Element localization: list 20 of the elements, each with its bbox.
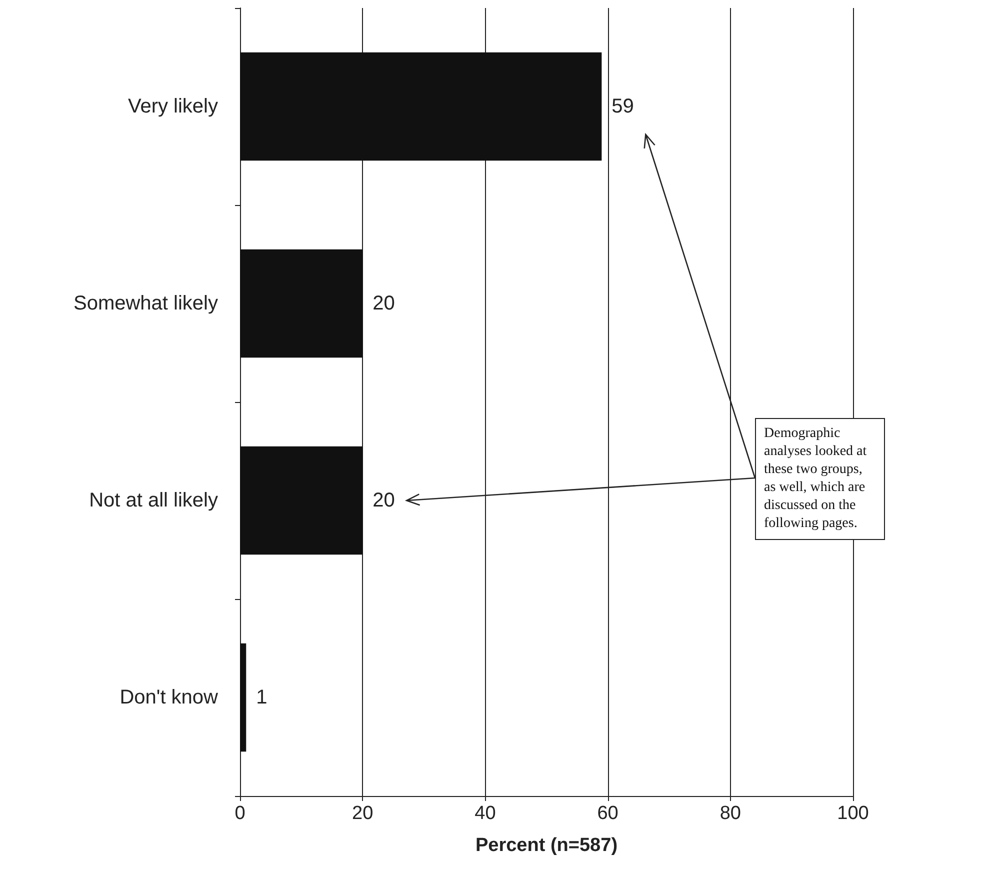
x-axis-title: Percent (n=587) [475, 835, 618, 856]
bar [240, 643, 246, 752]
data-label: 1 [256, 686, 268, 708]
x-tick-label: 0 [234, 803, 246, 824]
x-tick-label: 60 [597, 803, 618, 824]
annotation: Demographic analyses looked at these two groups, as well, which are discussed on the following pages. [755, 418, 885, 540]
y-tick-label: Don't know [120, 686, 219, 708]
x-tick-label: 80 [720, 803, 741, 824]
y-tick-label: Very likely [128, 96, 218, 118]
x-tick-label: 20 [352, 803, 374, 824]
data-label: 20 [372, 292, 395, 314]
y-tick-label: Somewhat likely [73, 292, 218, 314]
x-tick-label: 40 [474, 803, 496, 824]
data-label: 20 [372, 490, 395, 512]
data-label: 59 [612, 96, 634, 118]
bar [240, 52, 602, 161]
x-tick-label: 100 [837, 803, 869, 824]
bar [240, 446, 363, 555]
bar [240, 249, 363, 358]
y-tick-label: Not at all likely [89, 490, 218, 512]
